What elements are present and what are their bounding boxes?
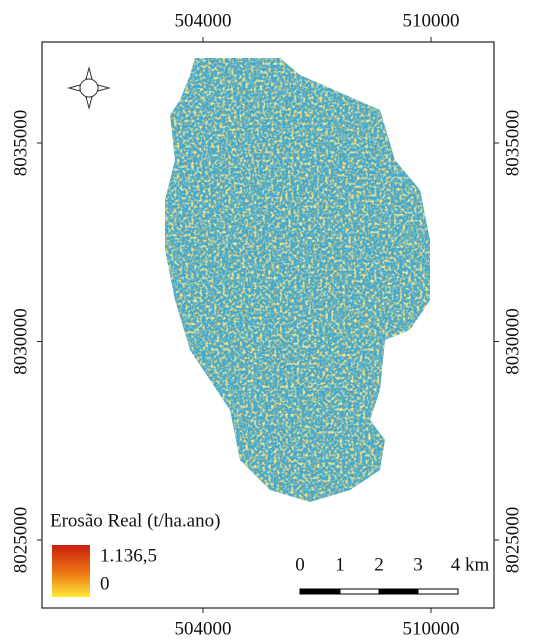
x-tick-label: 510000	[403, 618, 460, 639]
legend-ramp	[52, 545, 90, 597]
legend-title: Erosão Real (t/ha.ano)	[50, 510, 220, 531]
scale-segment	[300, 589, 340, 594]
scale-label: 3	[413, 554, 423, 575]
x-tick-label: 504000	[175, 618, 232, 639]
y-tick-label: 8030000	[502, 308, 523, 375]
scale-label: 4 km	[451, 554, 490, 575]
scale-label: 0	[295, 554, 305, 575]
map-figure: Erosão Real (t/ha.ano) 1.136,5 0 0 1 2 3 4 k…	[0, 0, 534, 642]
y-tick-label: 8025000	[502, 507, 523, 574]
x-tick-label: 504000	[175, 10, 232, 31]
scale-segment	[418, 589, 458, 594]
legend-min: 0	[100, 573, 110, 594]
y-tick-label: 8035000	[502, 110, 523, 177]
x-tick-label: 510000	[403, 10, 460, 31]
scale-label: 2	[374, 554, 384, 575]
y-tick-label: 8035000	[10, 110, 31, 177]
scale-segment	[340, 589, 379, 594]
scale-label: 1	[335, 554, 345, 575]
scale-segment	[379, 589, 418, 594]
y-tick-label: 8025000	[10, 507, 31, 574]
legend-max: 1.136,5	[100, 545, 157, 566]
y-tick-label: 8030000	[10, 308, 31, 375]
